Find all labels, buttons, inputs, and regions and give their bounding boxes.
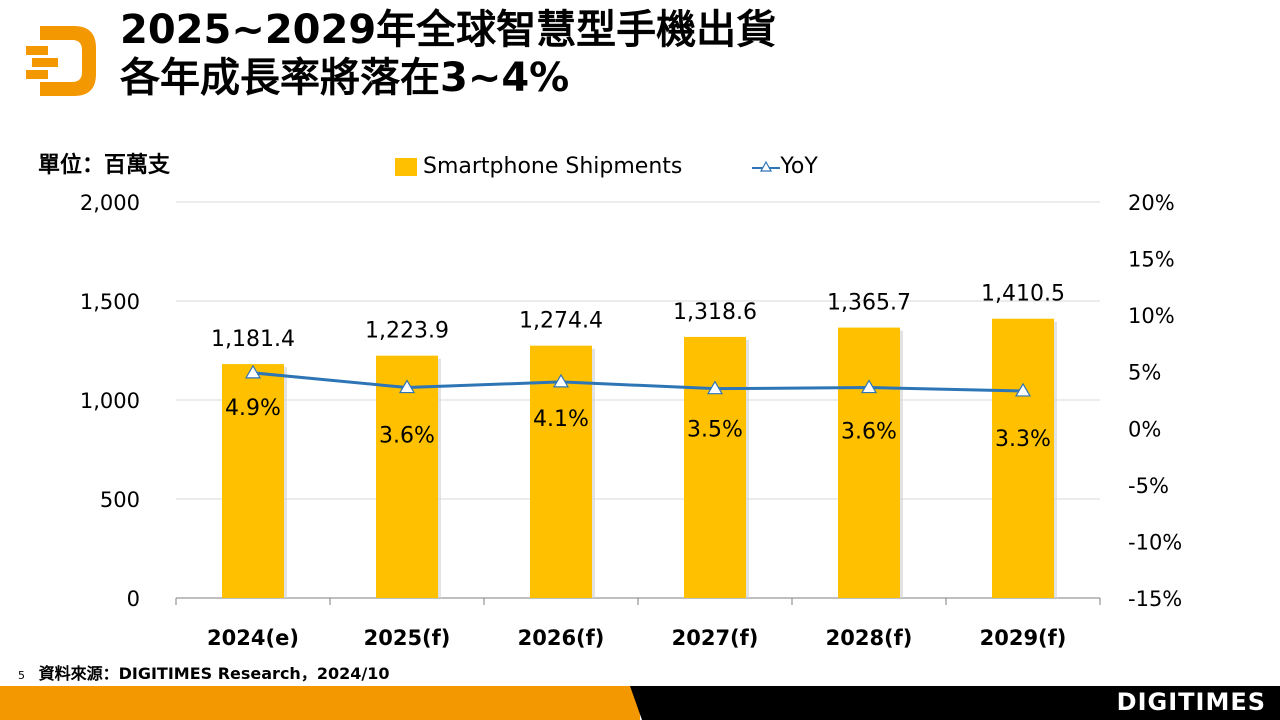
- unit-label: 單位：百萬支: [38, 153, 171, 178]
- bar: [684, 336, 746, 598]
- bar: [530, 345, 592, 598]
- bar-data-label: 1,410.5: [981, 282, 1065, 307]
- y-tick-label: 1,000: [80, 389, 140, 413]
- y2-tick-label: 10%: [1128, 304, 1175, 328]
- bar: [222, 364, 284, 598]
- y-tick-label: 2,000: [80, 191, 140, 215]
- x-tick-label: 2025(f): [364, 626, 451, 650]
- page-title: 2025~2029年全球智慧型手機出貨 各年成長率將落在3~4%: [120, 6, 776, 102]
- yoy-marker: [244, 364, 262, 379]
- yoy-line: [252, 371, 1024, 393]
- yoy-data-label: 3.5%: [687, 418, 743, 443]
- yoy-marker: [398, 379, 416, 394]
- yoy-marker: [706, 380, 724, 395]
- x-tick-label: 2026(f): [518, 626, 605, 650]
- legend-line-label: YoY: [780, 154, 818, 179]
- digitimes-logo-icon: [26, 26, 96, 96]
- y2-tick-label: -5%: [1128, 474, 1169, 498]
- legend-triangle-marker-icon: [752, 160, 781, 172]
- footer-brand-logo: DIGITIMES: [1116, 688, 1266, 716]
- y2-tick-label: 0%: [1128, 417, 1161, 441]
- bar-data-label: 1,365.7: [827, 291, 911, 316]
- legend-bar-label: Smartphone Shipments: [423, 154, 683, 179]
- x-tick-label: 2027(f): [672, 626, 759, 650]
- title-line-1: 2025~2029年全球智慧型手機出貨: [120, 7, 777, 53]
- source-note: 5 資料來源：DIGITIMES Research，2024/10: [18, 660, 389, 684]
- source-text: 資料來源：DIGITIMES Research，2024/10: [38, 664, 390, 683]
- y2-tick-label: 15%: [1128, 248, 1175, 272]
- yoy-marker: [860, 379, 878, 394]
- bar-data-label: 1,223.9: [365, 319, 449, 344]
- yoy-data-label: 4.1%: [533, 407, 589, 432]
- y-tick-label: 0: [127, 587, 140, 611]
- footer-orange-band: [0, 686, 640, 720]
- bar: [992, 318, 1054, 598]
- x-tick-label: 2024(e): [207, 626, 299, 650]
- bar-data-label: 1,318.6: [673, 300, 757, 325]
- y-tick-label: 1,500: [80, 290, 140, 314]
- yoy-marker: [1014, 382, 1032, 397]
- page-number: 5: [18, 669, 25, 682]
- yoy-marker: [552, 373, 570, 388]
- x-tick-label: 2028(f): [826, 626, 913, 650]
- yoy-data-label: 3.6%: [841, 420, 897, 445]
- y2-tick-label: 20%: [1128, 191, 1175, 215]
- yoy-data-label: 4.9%: [225, 396, 281, 421]
- bar: [376, 355, 438, 598]
- yoy-data-label: 3.6%: [379, 424, 435, 449]
- y2-tick-label: -10%: [1128, 530, 1182, 554]
- yoy-data-label: 3.3%: [995, 427, 1051, 452]
- footer-black-band: [630, 686, 1280, 720]
- chart-legend: Smartphone Shipments YoY: [395, 154, 818, 179]
- x-tick-label: 2029(f): [980, 626, 1067, 650]
- legend-line-entry: YoY: [752, 154, 818, 179]
- bar-data-label: 1,274.4: [519, 309, 603, 334]
- y2-tick-label: 5%: [1128, 361, 1161, 385]
- bar: [838, 327, 900, 598]
- bar-data-label: 1,181.4: [211, 327, 295, 352]
- title-line-2: 各年成長率將落在3~4%: [120, 55, 570, 101]
- legend-bar-swatch: [395, 157, 417, 176]
- y-tick-label: 500: [100, 488, 140, 512]
- y2-tick-label: -15%: [1128, 587, 1182, 611]
